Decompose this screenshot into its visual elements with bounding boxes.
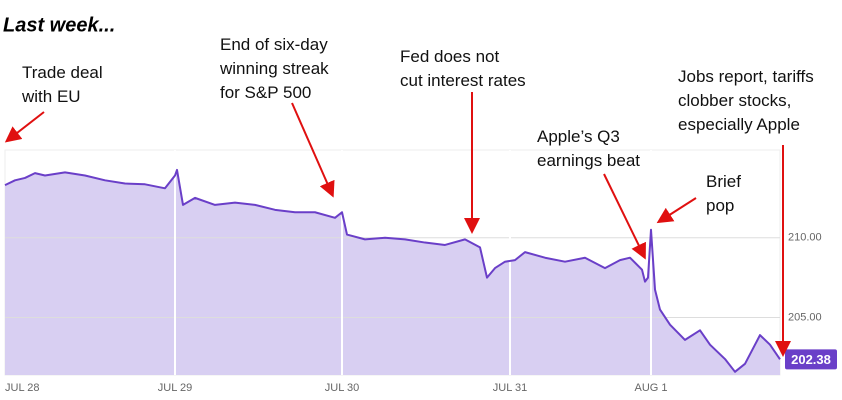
annotation-line: Brief bbox=[706, 172, 741, 191]
chart-title: Last week... bbox=[3, 14, 115, 36]
x-tick-label: JUL 28 bbox=[5, 382, 39, 394]
arrows bbox=[4, 92, 791, 357]
annotation: Apple’s Q3 earnings beat bbox=[537, 127, 640, 170]
annotation: End of six-day winning streak for S&P 500 bbox=[219, 35, 329, 102]
annotation-line: especially Apple bbox=[678, 115, 800, 134]
x-tick-label: JUL 30 bbox=[325, 382, 359, 394]
annotation-line: for S&P 500 bbox=[220, 83, 311, 102]
arrow bbox=[656, 197, 697, 224]
y-tick-label: 205.00 bbox=[788, 311, 822, 323]
annotation-line: Apple’s Q3 bbox=[537, 127, 620, 146]
current-value-badge bbox=[785, 349, 837, 370]
annotation: Jobs report, tariffs clobber stocks, espec… bbox=[678, 67, 814, 134]
annotation-line: cut interest rates bbox=[400, 71, 526, 90]
x-tick-label: JUL 29 bbox=[158, 382, 192, 394]
price-line bbox=[4, 168, 781, 373]
annotation-line: winning streak bbox=[219, 59, 329, 78]
annotations: Trade deal with EU End of six-day winning … bbox=[21, 35, 814, 215]
annotation-line: Jobs report, tariffs bbox=[678, 67, 814, 86]
annotation: Fed does not cut interest rates bbox=[400, 47, 526, 90]
current-value-label: 202.38 bbox=[791, 352, 831, 367]
plot: JUL 28 JUL 29 JUL 30 JUL 31 AUG 1 205.00 210.0… bbox=[4, 149, 837, 394]
area bbox=[5, 169, 780, 375]
annotation-line: with EU bbox=[21, 87, 81, 106]
annotation-line: pop bbox=[706, 196, 734, 215]
y-tick-label: 210.00 bbox=[788, 232, 822, 244]
annotation-line: earnings beat bbox=[537, 151, 640, 170]
arrow bbox=[603, 173, 646, 260]
x-tick-label: JUL 31 bbox=[493, 382, 527, 394]
x-tick-label: AUG 1 bbox=[634, 382, 667, 394]
annotation-line: Trade deal bbox=[22, 63, 103, 82]
annotation-line: End of six-day bbox=[220, 35, 328, 54]
annotation: Trade deal with EU bbox=[21, 63, 103, 106]
annotation-line: Fed does not bbox=[400, 47, 500, 66]
annotation: Brief pop bbox=[706, 172, 741, 215]
annotation-line: clobber stocks, bbox=[678, 91, 791, 110]
arrow bbox=[4, 111, 45, 143]
arrow bbox=[291, 102, 335, 198]
